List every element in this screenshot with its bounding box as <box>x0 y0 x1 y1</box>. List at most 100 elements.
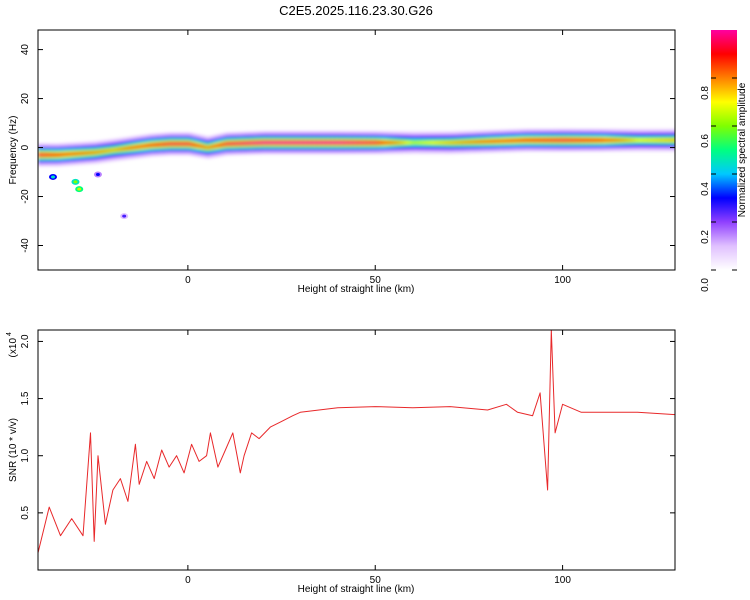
colorbar-tick-label: 0.2 <box>700 230 711 244</box>
spectrogram-cell <box>103 149 107 153</box>
spectrogram-cell <box>238 141 241 145</box>
spectrogram-cell <box>150 143 154 147</box>
spectrogram-cell <box>55 153 59 157</box>
spectrogram-cell <box>640 138 644 142</box>
spectrogram-cell <box>372 141 376 145</box>
spectrogram-x-tick-label: 0 <box>185 275 191 286</box>
spectrogram-cell <box>460 140 464 144</box>
spectrogram-cell <box>420 141 424 145</box>
spectrogram-cell <box>363 141 367 145</box>
snr-line <box>38 330 675 554</box>
spectrogram-cell <box>215 144 219 148</box>
spectrogram-y-tick-label: -20 <box>20 189 31 204</box>
spectrogram-cell <box>368 141 372 145</box>
spectrogram-cell <box>197 144 201 148</box>
spectrogram-cell <box>134 145 138 149</box>
spectrogram-cell <box>69 152 73 156</box>
spectrogram-cell <box>166 142 169 146</box>
spectrogram-cell <box>512 139 516 143</box>
spectrogram-cell <box>202 145 205 149</box>
spectrogram-cell <box>570 138 574 142</box>
colorbar-ticks: 0.0 0.2 0.4 0.6 0.8 <box>700 77 737 292</box>
spectrogram-cell <box>431 141 435 145</box>
spectrogram-patch-core <box>73 180 78 184</box>
spectrogram-cell <box>188 142 192 146</box>
spectrogram-cell <box>64 152 68 156</box>
spectrogram-cell <box>633 138 637 142</box>
spectrogram-cell <box>44 153 48 157</box>
spectrogram-cell <box>523 138 527 142</box>
spectrogram-cell <box>379 141 383 145</box>
spectrogram-cell <box>361 141 365 145</box>
spectrogram-cell <box>514 139 518 143</box>
spectrogram-cell <box>269 141 273 145</box>
spectrogram-cell <box>145 144 149 148</box>
snr-panel: 0 50 100 0.5 1.0 1.5 2.0 Height of straight l… <box>6 329 676 595</box>
spectrogram-cell <box>541 138 545 142</box>
spectrogram-cell <box>609 138 612 142</box>
spectrogram-cell <box>496 139 500 143</box>
snr-multiplier-base: (x10 <box>8 338 19 358</box>
spectrogram-cell <box>399 141 403 145</box>
spectrogram-cell <box>417 141 421 145</box>
spectrogram-cell <box>638 138 642 142</box>
spectrogram-cell <box>62 153 66 156</box>
spectrogram-cell <box>359 141 363 145</box>
spectrogram-cell <box>316 141 320 145</box>
spectrogram-cell <box>256 141 259 145</box>
spectrogram-cell <box>624 138 628 142</box>
snr-y-tick-label: 1.0 <box>20 448 31 462</box>
spectrogram-cell <box>82 151 86 155</box>
spectrogram-cell <box>260 141 264 145</box>
spectrogram-cell <box>480 140 484 144</box>
spectrogram-cell <box>240 141 244 145</box>
spectrogram-cell <box>370 141 374 145</box>
snr-y-tick-label: 1.5 <box>20 391 31 405</box>
spectrogram-cell <box>123 147 127 151</box>
spectrogram-cell <box>613 138 617 142</box>
spectrogram-cell <box>588 138 592 142</box>
spectrogram-cell <box>341 141 345 145</box>
spectrogram-cell <box>229 142 232 146</box>
spectrogram-cell <box>303 141 307 145</box>
spectrogram-cell <box>152 143 156 147</box>
spectrogram-x-axis-label: Height of straight line (km) <box>298 284 415 295</box>
spectrogram-cell <box>575 138 579 142</box>
spectrogram-cell <box>447 141 451 145</box>
spectrogram-cell <box>458 140 462 144</box>
spectrogram-cell <box>600 138 603 142</box>
spectrogram-cell <box>528 138 531 142</box>
spectrogram-cell <box>440 141 444 145</box>
spectrogram-cell <box>323 141 327 145</box>
colorbar-tick-label: 0.6 <box>700 134 711 148</box>
spectrogram-cell <box>321 141 325 145</box>
spectrogram-patch-core <box>50 175 55 179</box>
spectrogram-cell <box>636 138 639 142</box>
spectrogram-cell <box>305 141 309 145</box>
spectrogram-cell <box>564 138 567 142</box>
spectrogram-cell <box>85 151 89 155</box>
spectrogram-cell <box>53 153 57 157</box>
spectrogram-cell <box>125 146 129 150</box>
spectrogram-cell <box>51 153 55 157</box>
colorbar-tick-label: 0.4 <box>700 182 711 196</box>
spectrogram-cell <box>606 138 610 142</box>
spectrogram-cell <box>375 141 379 145</box>
spectrogram-cell <box>332 141 336 145</box>
snr-y-tick-label: 2.0 <box>20 334 31 348</box>
spectrogram-cell <box>292 141 295 145</box>
spectrogram-cell <box>112 148 116 152</box>
snr-multiplier: (x10 4 <box>6 332 19 357</box>
spectrogram-cell <box>654 138 657 142</box>
spectrogram-cell <box>586 138 590 142</box>
snr-multiplier-exponent: 4 <box>6 332 13 336</box>
spectrogram-cell <box>591 138 594 142</box>
spectrogram-cell <box>433 141 437 145</box>
spectrogram-cell <box>615 138 619 142</box>
spectrogram-cell <box>161 142 165 146</box>
spectrogram-cell <box>148 143 152 147</box>
spectrogram-cell <box>213 144 217 148</box>
spectrogram-cell <box>620 138 624 142</box>
spectrogram-cell <box>597 138 601 142</box>
